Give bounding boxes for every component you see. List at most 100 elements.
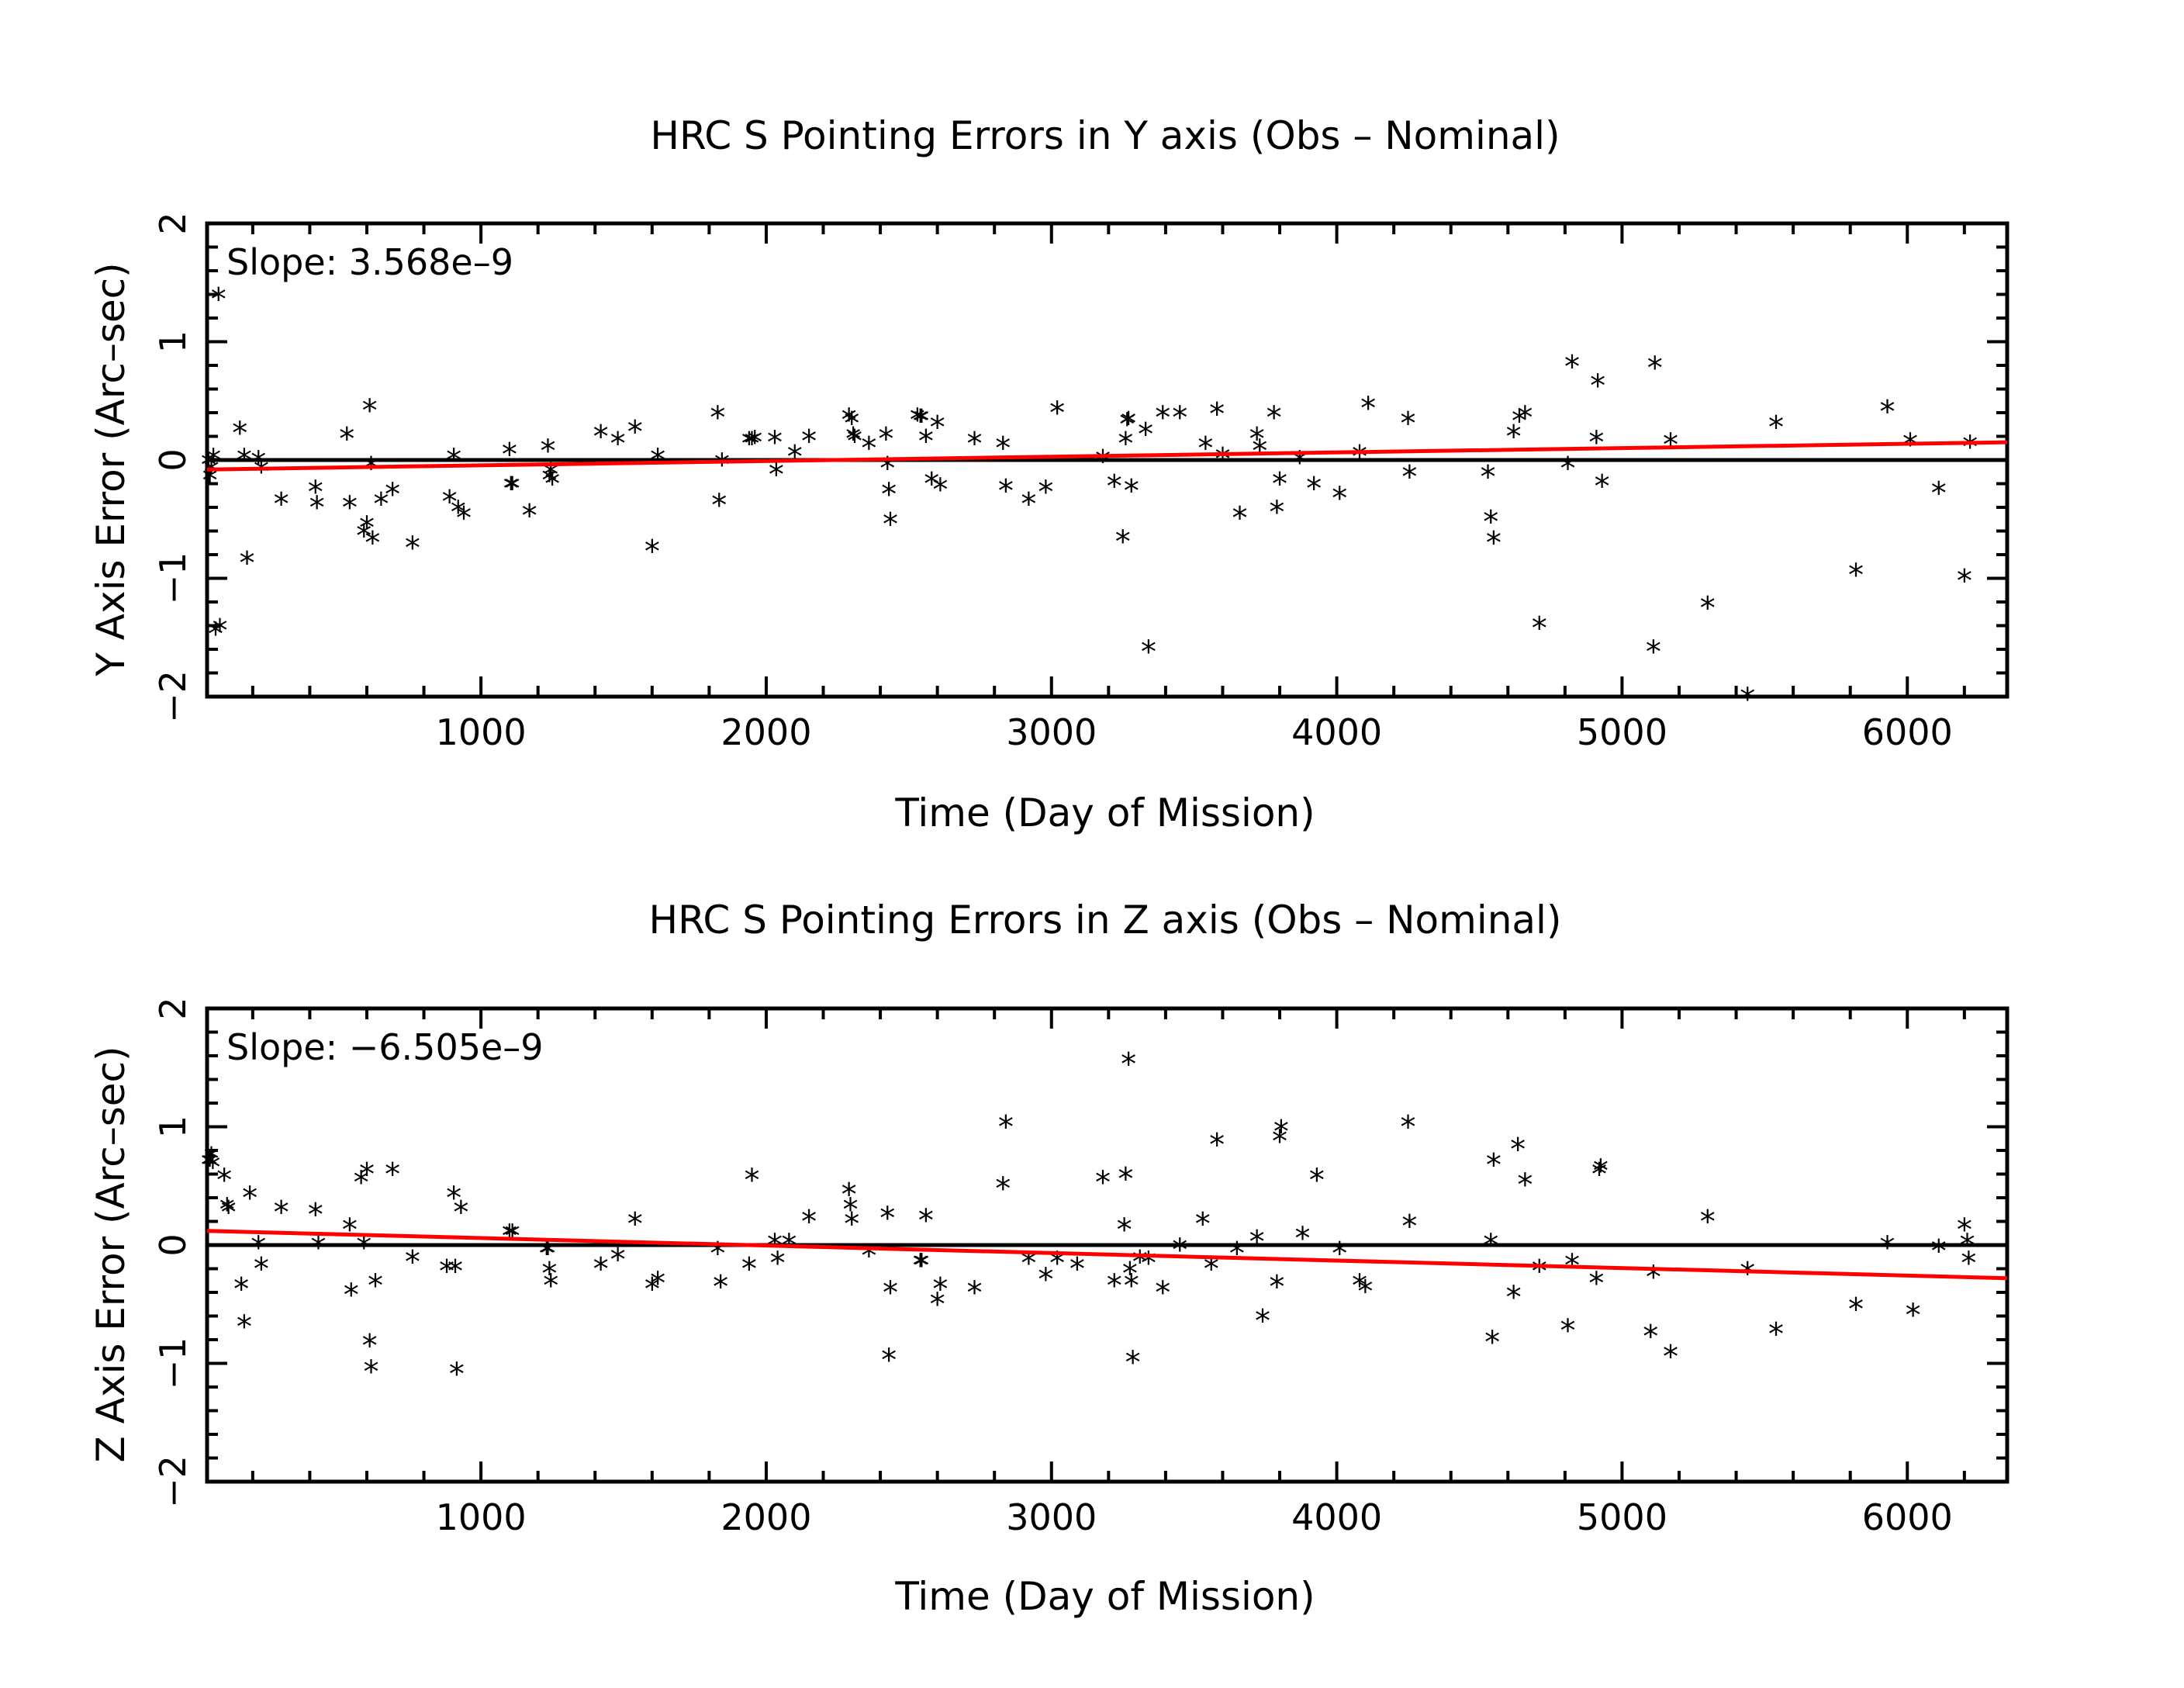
- data-point-y: *: [1848, 558, 1864, 593]
- data-point-y: *: [1512, 404, 1527, 440]
- y-tick-label-y: −2: [152, 670, 194, 723]
- data-point-y: *: [446, 443, 461, 479]
- data-point-y: *: [1252, 434, 1267, 469]
- data-point-y: *: [1560, 451, 1576, 487]
- y-tick-label-z: 2: [152, 997, 194, 1019]
- data-point-y: *: [1931, 476, 1947, 512]
- data-point-y: *: [1119, 407, 1135, 443]
- data-point-y: *: [1249, 422, 1265, 458]
- x-axis-label-y: Time (Day of Mission): [894, 790, 1315, 835]
- data-point-y: *: [610, 427, 626, 462]
- data-point-z: *: [930, 1287, 945, 1323]
- data-point-z: *: [966, 1275, 982, 1311]
- data-point-y: *: [1232, 501, 1248, 537]
- y-tick-label-z: −1: [152, 1337, 194, 1390]
- data-point-z: *: [359, 1157, 375, 1192]
- data-point-z: *: [1486, 1147, 1502, 1183]
- x-tick-label-z: 3000: [1006, 1496, 1097, 1538]
- data-point-z: *: [541, 1257, 557, 1292]
- data-point-z: *: [841, 1177, 857, 1212]
- x-tick-label-y: 5000: [1577, 711, 1667, 753]
- data-point-z: *: [1117, 1212, 1132, 1248]
- data-point-y: *: [1269, 495, 1284, 531]
- data-point-y: *: [451, 495, 466, 531]
- data-point-y: *: [1155, 400, 1170, 436]
- data-point-y: *: [1532, 611, 1547, 647]
- data-point-y: *: [1292, 445, 1308, 481]
- data-point-y: *: [1215, 441, 1230, 477]
- data-point-z: *: [505, 1219, 520, 1254]
- data-point-z: *: [308, 1197, 323, 1233]
- data-point-y: *: [787, 439, 803, 475]
- data-point-y: *: [932, 472, 948, 508]
- data-point-y: *: [878, 422, 893, 458]
- data-point-z: *: [446, 1181, 461, 1216]
- data-point-z: *: [998, 1109, 1014, 1145]
- data-point-y: *: [801, 424, 817, 460]
- data-point-y: *: [1272, 466, 1287, 502]
- y-tick-label-z: 1: [152, 1116, 194, 1138]
- data-point-z: *: [1401, 1109, 1416, 1145]
- data-point-z: *: [1591, 1157, 1607, 1192]
- data-point-z: *: [801, 1204, 817, 1240]
- data-point-z: *: [842, 1192, 858, 1228]
- data-point-y: *: [1021, 486, 1036, 522]
- data-point-y: *: [747, 425, 762, 461]
- data-point-z: *: [1357, 1274, 1373, 1309]
- data-point-y: *: [204, 455, 219, 490]
- data-point-y: *: [274, 486, 289, 522]
- data-point-z: *: [216, 1163, 232, 1199]
- data-point-z: *: [610, 1242, 626, 1278]
- data-point-z: *: [354, 1165, 369, 1201]
- data-point-y: *: [966, 427, 982, 462]
- data-point-z: *: [1272, 1124, 1287, 1160]
- data-point-y: *: [202, 463, 218, 499]
- data-point-y: *: [405, 531, 420, 566]
- y-axis-label-z: Z Axis Error (Arc–sec): [88, 1046, 133, 1462]
- data-point-y: *: [1401, 459, 1417, 495]
- data-point-y: *: [1118, 427, 1133, 462]
- data-point-y: *: [847, 424, 862, 460]
- data-point-y: *: [373, 486, 389, 522]
- data-point-z: *: [1931, 1234, 1947, 1270]
- data-point-z: *: [650, 1266, 665, 1302]
- data-point-z: *: [1118, 1162, 1133, 1198]
- data-point-z: *: [879, 1201, 895, 1237]
- data-point-z: *: [1593, 1154, 1609, 1189]
- data-point-z: *: [1309, 1163, 1325, 1199]
- data-point-z: *: [1906, 1298, 1921, 1333]
- data-point-z: *: [364, 1354, 379, 1390]
- data-point-z: *: [1483, 1228, 1498, 1264]
- data-point-z: *: [233, 1271, 249, 1307]
- y-tick-label-y: −1: [152, 552, 194, 605]
- data-point-y: *: [1049, 396, 1065, 431]
- data-point-y: *: [359, 510, 375, 546]
- data-point-z: *: [1070, 1251, 1085, 1287]
- data-point-y: *: [1646, 635, 1661, 670]
- data-point-z: *: [344, 1278, 359, 1313]
- data-point-y: *: [1138, 417, 1153, 452]
- data-point-y: *: [769, 457, 784, 493]
- data-point-y: *: [883, 507, 898, 542]
- data-point-y: *: [239, 546, 254, 582]
- data-point-z: *: [745, 1163, 760, 1199]
- data-point-z: *: [1122, 1257, 1138, 1292]
- data-point-z: *: [1560, 1313, 1576, 1349]
- data-point-y: *: [232, 416, 247, 451]
- data-point-y: *: [1590, 368, 1605, 404]
- data-point-z: *: [1663, 1339, 1678, 1375]
- data-point-z: *: [1740, 1257, 1755, 1292]
- y-axis-label-y: Y Axis Error (Arc–sec): [88, 262, 133, 676]
- data-point-z: *: [1768, 1316, 1784, 1352]
- data-point-y: *: [1486, 526, 1502, 562]
- data-point-z: *: [1121, 1047, 1136, 1083]
- data-point-y: *: [910, 403, 925, 438]
- data-point-z: *: [1195, 1207, 1211, 1243]
- data-point-z: *: [1095, 1165, 1111, 1201]
- trend-line-y: [206, 440, 2008, 472]
- data-point-z: *: [1255, 1304, 1270, 1340]
- data-point-y: *: [1267, 400, 1282, 436]
- data-point-z: *: [205, 1150, 220, 1185]
- data-point-z: *: [1588, 1266, 1604, 1302]
